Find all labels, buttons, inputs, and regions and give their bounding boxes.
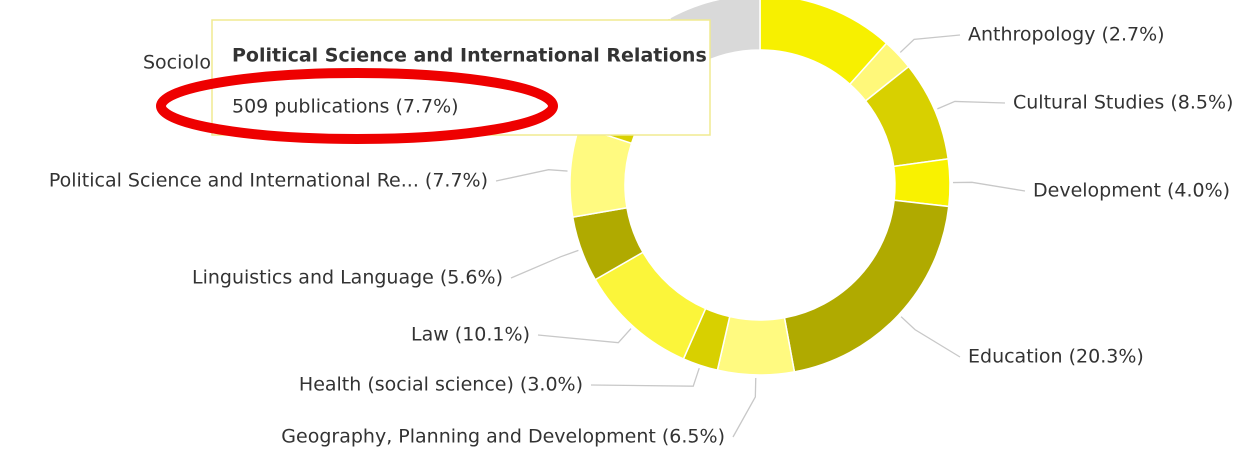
labels: Anthropology (2.7%) Cultural Studies (8.5… [49, 24, 1234, 448]
leader-line [937, 100, 1006, 110]
tooltip-title: Political Science and International Rela… [232, 45, 707, 67]
slice-label: Development (4.0%) [1033, 180, 1230, 202]
slice [892, 157, 951, 208]
leader-line [732, 377, 757, 438]
slice-label: Sociolo [143, 52, 211, 74]
highlight-ellipse [156, 68, 558, 144]
slice-label: Law (10.1%) [411, 324, 530, 346]
leader-line [899, 34, 961, 53]
slice-label: Geography, Planning and Development (6.5… [281, 426, 725, 448]
slice [716, 315, 796, 376]
slice-label: Political Science and International Re..… [49, 170, 488, 192]
tooltip-text: 509 publications (7.7%) [232, 96, 459, 118]
slice-label: Education (20.3%) [968, 346, 1144, 368]
slice-label: Health (social science) (3.0%) [299, 374, 583, 396]
slice-label: Cultural Studies (8.5%) [1013, 92, 1233, 114]
leader-line [510, 249, 579, 279]
slice-label: Anthropology (2.7%) [968, 24, 1165, 46]
leader-line [590, 367, 700, 387]
leader-line [952, 181, 1026, 192]
leader-line [537, 328, 632, 344]
leader-line [495, 169, 568, 182]
slice [783, 199, 950, 373]
leader-line [900, 316, 961, 358]
slice-label: Linguistics and Language (5.6%) [192, 267, 503, 289]
